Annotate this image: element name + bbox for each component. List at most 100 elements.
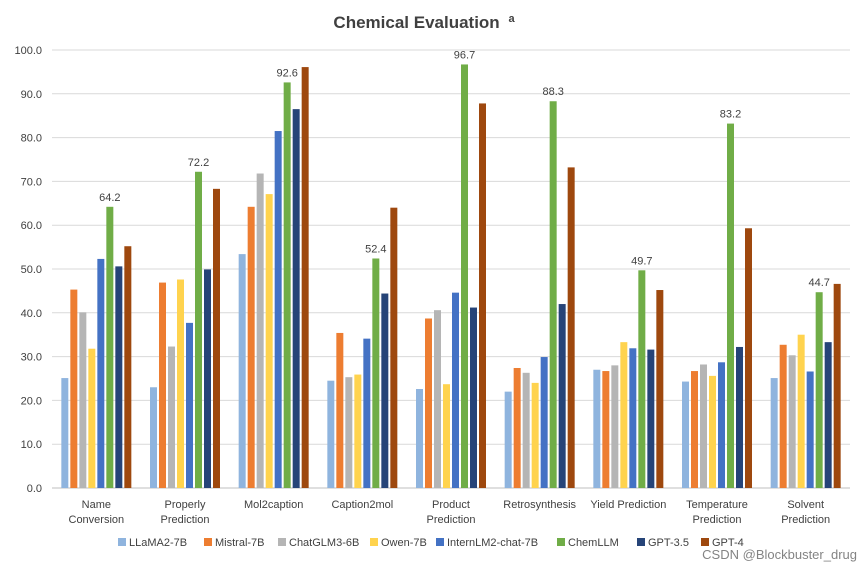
chart-title-text: Chemical Evaluation xyxy=(333,13,499,32)
bar-chatglm3-6b xyxy=(700,364,707,488)
bar-chemllm xyxy=(106,206,114,488)
bar-mistral-7b xyxy=(159,282,166,488)
watermark: CSDN @Blockbuster_drug xyxy=(702,547,857,562)
data-label: 52.4 xyxy=(365,243,386,255)
legend-item: Owen-7B xyxy=(370,537,427,549)
data-label: 72.2 xyxy=(188,157,209,169)
bar-chatglm3-6b xyxy=(168,346,175,488)
legend-item: InternLM2-chat-7B xyxy=(436,537,538,549)
bar-llama2-7b xyxy=(770,378,778,488)
legend-swatch xyxy=(204,538,212,546)
bars xyxy=(61,64,841,489)
y-tick-label: 10.0 xyxy=(21,439,42,451)
data-label: 83.2 xyxy=(720,109,741,121)
chart-title: Chemical Evaluation a xyxy=(333,13,515,32)
bar-internlm2-chat-7b xyxy=(629,348,637,488)
bar-internlm2-chat-7b xyxy=(186,322,193,488)
bar-mistral-7b xyxy=(336,332,344,488)
y-tick-label: 30.0 xyxy=(21,352,42,364)
bar-owen-7b xyxy=(531,382,539,488)
legend-item: GPT-3.5 xyxy=(637,537,689,549)
bar-chemllm xyxy=(283,82,291,489)
legend-label: Owen-7B xyxy=(381,537,427,549)
category-label-line: Solvent xyxy=(787,499,824,511)
category-label-line: Caption2mol xyxy=(331,499,393,511)
bar-llama2-7b xyxy=(682,381,689,488)
bar-owen-7b xyxy=(797,334,805,488)
bar-gpt-3-5 xyxy=(381,293,389,488)
bar-owen-7b xyxy=(443,384,450,488)
legend-label: ChatGLM3-6B xyxy=(289,537,359,549)
bar-internlm2-chat-7b xyxy=(274,131,282,488)
category-label-line: Prediction xyxy=(427,514,476,526)
category-label: Temperature Prediction xyxy=(686,499,748,526)
category-label: Caption2mol xyxy=(331,499,393,511)
bar-mistral-7b xyxy=(602,371,610,488)
bar-chemllm xyxy=(195,171,202,488)
bar-chatglm3-6b xyxy=(256,173,264,489)
bar-gpt-4 xyxy=(833,283,841,488)
bar-owen-7b xyxy=(354,374,362,488)
category-label: Properly Prediction xyxy=(161,499,210,526)
bar-llama2-7b xyxy=(327,380,335,488)
legend: LLaMA2-7B Mistral-7B ChatGLM3-6B Owen-7B Int… xyxy=(118,537,744,549)
y-tick-label: 100.0 xyxy=(14,45,42,57)
data-label: 49.7 xyxy=(631,255,652,267)
bar-llama2-7b xyxy=(61,378,69,488)
bar-chatglm3-6b xyxy=(434,310,441,488)
bar-chatglm3-6b xyxy=(788,355,796,488)
bar-chemllm xyxy=(372,258,380,488)
category-label-line: Prediction xyxy=(781,514,830,526)
category-label-line: Mol2caption xyxy=(244,499,303,511)
legend-label: ChemLLM xyxy=(568,537,619,549)
bar-chatglm3-6b xyxy=(345,377,353,488)
y-tick-label: 70.0 xyxy=(21,176,42,188)
bar-gpt-4 xyxy=(567,167,575,488)
category-label: Yield Prediction xyxy=(590,499,666,511)
legend-label: InternLM2-chat-7B xyxy=(447,537,538,549)
bar-llama2-7b xyxy=(238,254,246,488)
bar-internlm2-chat-7b xyxy=(718,362,725,488)
bar-mistral-7b xyxy=(691,371,698,488)
category-label-line: Name xyxy=(82,499,111,511)
bar-llama2-7b xyxy=(593,369,601,488)
category-label: Solvent Prediction xyxy=(781,499,830,526)
legend-item: ChemLLM xyxy=(557,537,619,549)
bar-gpt-3-5 xyxy=(470,307,477,488)
legend-label: GPT-3.5 xyxy=(648,537,689,549)
bar-gpt-3-5 xyxy=(647,349,655,488)
bar-chemllm xyxy=(638,270,646,488)
y-tick-label: 50.0 xyxy=(21,264,42,276)
category-label-line: Temperature xyxy=(686,499,748,511)
data-label: 88.3 xyxy=(542,86,563,98)
bar-owen-7b xyxy=(709,375,716,488)
bar-llama2-7b xyxy=(416,389,423,488)
category-label-line: Yield Prediction xyxy=(590,499,666,511)
legend-label: GPT-4 xyxy=(712,537,744,549)
legend-swatch xyxy=(436,538,444,546)
category-label-line: Properly xyxy=(165,499,206,511)
bar-chatglm3-6b xyxy=(79,312,87,488)
legend-swatch xyxy=(637,538,645,546)
category-label-line: Prediction xyxy=(161,514,210,526)
legend-item: ChatGLM3-6B xyxy=(278,537,359,549)
gridlines xyxy=(52,49,850,489)
bar-mistral-7b xyxy=(513,367,521,488)
bar-internlm2-chat-7b xyxy=(452,292,459,488)
data-labels: 64.2 72.2 92.6 52.4 96.7 88.3 49.7 83.2 44.7 xyxy=(99,49,830,289)
bar-gpt-3-5 xyxy=(292,109,300,488)
bar-owen-7b xyxy=(620,342,628,488)
bar-chatglm3-6b xyxy=(522,372,530,488)
legend-label: LLaMA2-7B xyxy=(129,537,187,549)
category-label-line: Product xyxy=(432,499,470,511)
bar-gpt-4 xyxy=(745,228,752,489)
bar-owen-7b xyxy=(265,194,273,489)
y-axis-ticks: 0.0 10.0 20.0 30.0 40.0 50.0 60.0 70.0 80.0 90.0 1… xyxy=(14,45,42,495)
bar-gpt-3-5 xyxy=(736,346,743,488)
category-label: Retrosynthesis xyxy=(503,499,576,511)
bar-gpt-4 xyxy=(213,188,220,488)
bar-internlm2-chat-7b xyxy=(97,258,105,488)
data-label: 44.7 xyxy=(808,277,829,289)
bar-mistral-7b xyxy=(70,289,78,488)
bar-chemllm xyxy=(727,123,734,489)
